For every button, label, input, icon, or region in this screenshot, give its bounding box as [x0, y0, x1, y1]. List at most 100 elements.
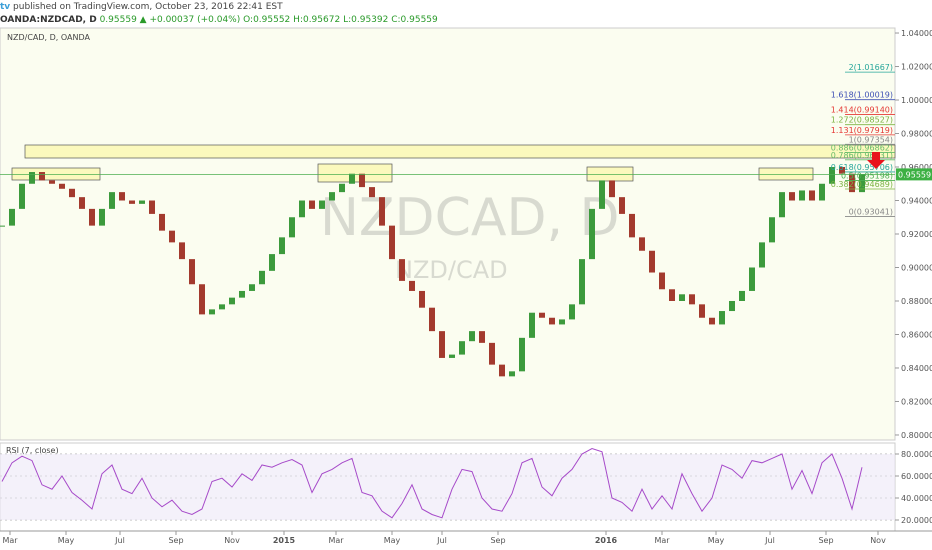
- logo: tv: [0, 2, 11, 12]
- candle: [549, 317, 555, 325]
- candle: [69, 188, 75, 198]
- candle: [409, 280, 415, 291]
- candle: [639, 237, 645, 251]
- candle: [429, 307, 435, 332]
- candle: [839, 167, 845, 174]
- candle: [559, 319, 565, 325]
- fib-label: 1.414(0.99140): [831, 105, 893, 114]
- x-tick-label: Jul: [114, 536, 125, 545]
- x-tick-label: Nov: [224, 536, 240, 545]
- candle: [299, 200, 305, 218]
- candle: [309, 200, 315, 209]
- candle: [729, 300, 735, 312]
- y-tick-label: 1.00000: [901, 96, 932, 105]
- candle: [569, 304, 575, 320]
- fib-label: 1.272(0.98527): [831, 116, 893, 125]
- candle: [339, 183, 345, 193]
- candle: [489, 342, 495, 365]
- fib-label: 0(0.93041): [849, 208, 893, 217]
- candle: [269, 254, 275, 271]
- watermark: NZDCAD, D: [320, 188, 620, 248]
- y-tick-label: 0.96000: [901, 163, 932, 172]
- x-tick-label: Jul: [764, 536, 775, 545]
- fib-label: 1(0.97354): [849, 135, 893, 144]
- y-tick-label: 80.0000: [901, 450, 932, 459]
- candle: [349, 173, 355, 184]
- candle: [219, 304, 225, 310]
- candle: [79, 197, 85, 209]
- watermark-sub: NZD/CAD: [395, 256, 508, 284]
- candle: [249, 284, 255, 291]
- candle: [239, 290, 245, 298]
- x-tick-label: Sep: [818, 536, 833, 545]
- candle: [759, 242, 765, 268]
- candle: [229, 297, 235, 305]
- y-tick-label: 20.0000: [901, 516, 932, 525]
- candle: [789, 192, 795, 201]
- candle: [419, 290, 425, 308]
- candle: [779, 192, 785, 218]
- fib-label: 0.5(0.95198): [841, 171, 893, 180]
- y-tick-label: 1.04000: [901, 29, 932, 38]
- y-tick-label: 0.84000: [901, 364, 932, 373]
- symbol: OANDA:NZDCAD, D: [0, 15, 97, 25]
- candle: [589, 208, 595, 260]
- x-tick-label: Mar: [654, 536, 670, 545]
- price-pane: [0, 27, 896, 441]
- y-tick-label: 0.86000: [901, 330, 932, 339]
- fib-label: 0.382(0.94689): [831, 180, 893, 189]
- candle: [139, 200, 145, 204]
- candle: [859, 174, 865, 193]
- change: ▲ +0.00037 (+0.04%): [139, 15, 241, 25]
- quote-line: OANDA:NZDCAD, D 0.95559 ▲ +0.00037 (+0.0…: [0, 15, 438, 25]
- candle: [169, 230, 175, 243]
- fib-label: 1.618(1.00019): [831, 91, 893, 100]
- candle: [539, 312, 545, 318]
- candle: [659, 272, 665, 290]
- y-tick-label: 0.98000: [901, 130, 932, 139]
- x-tick-label: Sep: [490, 536, 505, 545]
- y-tick-label: 40.0000: [901, 494, 932, 503]
- price-badge: [896, 168, 932, 181]
- candle: [259, 270, 265, 285]
- candle: [379, 197, 385, 226]
- candle: [389, 225, 395, 260]
- candle: [359, 173, 365, 188]
- candle: [329, 192, 335, 201]
- x-tick-label: Mar: [2, 536, 18, 545]
- candle: [279, 237, 285, 255]
- fib-label: 0.618(0.95706): [831, 163, 893, 172]
- x-tick-label: Jul: [436, 536, 447, 545]
- rsi-title: RSI (7, close): [6, 446, 59, 455]
- candle: [709, 317, 715, 325]
- candle: [809, 190, 815, 201]
- candle: [209, 309, 215, 315]
- candle: [619, 197, 625, 214]
- candle: [39, 172, 45, 181]
- zone: [24, 144, 896, 159]
- candle: [49, 180, 55, 184]
- arrow: [867, 152, 885, 169]
- candle: [669, 289, 675, 301]
- candle: [469, 331, 475, 342]
- x-tick-label: Mar: [328, 536, 344, 545]
- candle: [59, 183, 65, 189]
- candle: [819, 183, 825, 201]
- x-tick-label: May: [58, 536, 75, 545]
- close: C:0.95559: [391, 15, 438, 25]
- candle: [749, 267, 755, 291]
- x-tick-label: May: [384, 536, 401, 545]
- candle: [479, 331, 485, 343]
- candle: [319, 200, 325, 209]
- candle: [609, 180, 615, 198]
- publisher: published on TradingView.com, October 23…: [13, 2, 283, 12]
- candle: [449, 354, 455, 358]
- candle: [719, 311, 725, 325]
- candle: [199, 284, 205, 315]
- candle: [0, 225, 5, 227]
- candle: [459, 341, 465, 355]
- candle: [179, 242, 185, 260]
- candle: [149, 200, 155, 214]
- fib-label: 1.131(0.97919): [831, 126, 893, 135]
- y-tick-label: 0.88000: [901, 297, 932, 306]
